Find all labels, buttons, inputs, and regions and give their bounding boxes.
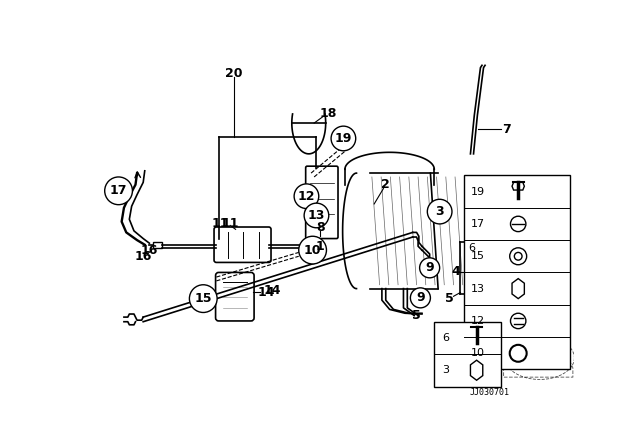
Text: 5: 5 [445, 292, 454, 305]
Text: 8: 8 [316, 220, 324, 233]
Text: 4: 4 [451, 265, 460, 278]
Text: 18: 18 [319, 108, 337, 121]
Circle shape [299, 236, 326, 264]
Text: 12: 12 [471, 316, 485, 326]
Text: 11: 11 [211, 217, 229, 230]
Text: 1: 1 [316, 240, 324, 253]
Circle shape [420, 258, 440, 278]
Text: 14: 14 [264, 284, 282, 297]
Text: 17: 17 [110, 184, 127, 197]
Text: 16: 16 [141, 244, 158, 258]
Circle shape [189, 285, 217, 313]
Text: 10: 10 [304, 244, 321, 257]
Bar [435, 322, 501, 387]
FancyBboxPatch shape [306, 166, 338, 238]
Text: 14: 14 [258, 286, 275, 299]
Text: 10: 10 [471, 348, 485, 358]
Text: 7: 7 [502, 123, 511, 136]
Circle shape [428, 199, 452, 224]
Circle shape [294, 184, 319, 208]
Text: 20: 20 [225, 66, 243, 79]
Text: 12: 12 [298, 190, 315, 202]
FancyBboxPatch shape [214, 227, 271, 263]
Text: 9: 9 [426, 261, 434, 274]
Text: 15: 15 [471, 251, 485, 261]
Text: 3: 3 [442, 365, 449, 375]
Text: 13: 13 [308, 209, 325, 222]
Circle shape [410, 288, 431, 308]
Circle shape [331, 126, 356, 151]
Text: 19: 19 [335, 132, 352, 145]
Text: 2: 2 [381, 178, 390, 191]
Circle shape [105, 177, 132, 205]
Text: 19: 19 [471, 186, 485, 197]
Text: 15: 15 [195, 292, 212, 305]
Text: 5: 5 [412, 309, 421, 322]
Text: 16: 16 [134, 250, 152, 263]
Text: 13: 13 [471, 284, 485, 293]
Text: 11: 11 [221, 217, 239, 230]
Text: 6: 6 [468, 243, 476, 253]
Circle shape [304, 203, 329, 228]
Bar [464, 176, 570, 370]
FancyBboxPatch shape [216, 272, 254, 321]
Bar [153, 241, 163, 248]
Text: 6: 6 [442, 333, 449, 343]
Text: 17: 17 [471, 219, 485, 229]
Text: 3: 3 [435, 205, 444, 218]
Text: 9: 9 [416, 291, 425, 304]
Text: JJ030701: JJ030701 [470, 388, 509, 397]
